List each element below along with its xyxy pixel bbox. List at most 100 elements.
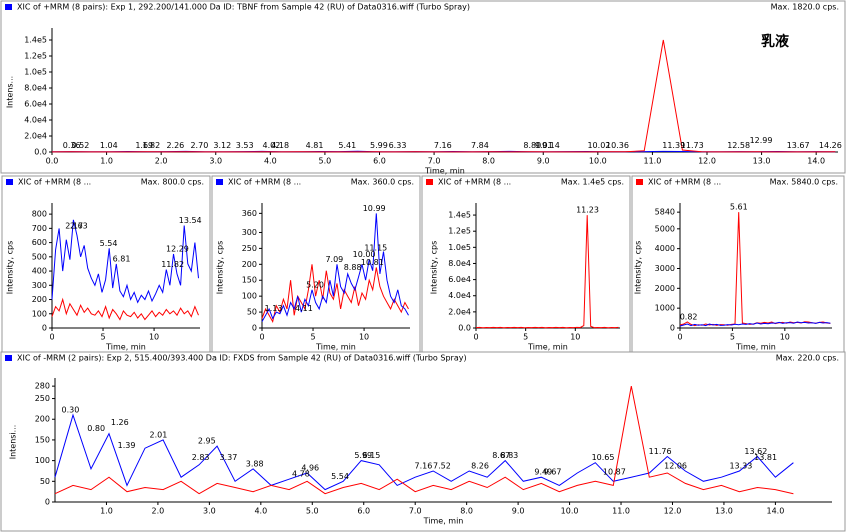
peak-label: 4.81 xyxy=(306,141,324,150)
y-tick-label: 800 xyxy=(32,210,47,219)
y-tick-label: 2000 xyxy=(655,284,675,293)
y-tick-label: 8.0e4 xyxy=(448,259,471,268)
peak-label: 12.06 xyxy=(664,461,687,470)
y-tick-label: 0.0 xyxy=(458,324,471,333)
peak-label: 2.26 xyxy=(166,141,184,150)
y-tick-label: 5840 xyxy=(655,208,675,217)
x-tick-label: 0 xyxy=(473,333,478,342)
peak-label: 11.23 xyxy=(576,206,599,215)
x-tick-label: 10 xyxy=(149,333,159,342)
panel-header: XIC of -MRM (2 pairs): Exp 2, 515.400/39… xyxy=(17,354,467,363)
peak-label: 7.09 xyxy=(325,255,343,264)
y-tick-label: 0 xyxy=(252,324,257,333)
y-axis-label: Intensity, cps xyxy=(634,241,643,295)
peak-label: 1.26 xyxy=(111,418,129,427)
peak-label: 1.82 xyxy=(142,141,160,150)
peak-label: 2.70 xyxy=(190,141,208,150)
y-axis-label: Intensity, cps xyxy=(216,241,225,295)
x-tick-label: 10.0 xyxy=(561,507,579,516)
panel-header: XIC of +MRM (8 ... xyxy=(228,178,301,187)
x-axis-label: Time, min xyxy=(527,343,568,352)
y-tick-label: 200 xyxy=(32,295,47,304)
peak-label: 5.99 xyxy=(354,451,372,460)
y-tick-label: 250 xyxy=(35,394,50,403)
header-marker xyxy=(6,179,13,185)
x-axis-label: Time, min xyxy=(735,343,776,352)
x-tick-label: 0 xyxy=(677,333,682,342)
trace xyxy=(475,215,619,329)
trace xyxy=(54,413,794,491)
x-tick-label: 14.0 xyxy=(807,157,825,166)
max-label: Max. 1.4e5 cps. xyxy=(561,178,624,187)
y-tick-label: 0 xyxy=(670,324,675,333)
peak-label: 0.36 xyxy=(63,141,81,150)
peak-label: 2.01 xyxy=(150,430,168,439)
x-tick-label: 2.0 xyxy=(155,157,168,166)
panel-border xyxy=(0,0,846,174)
peak-label: 4.18 xyxy=(271,141,289,150)
y-tick-label: 100 xyxy=(35,456,50,465)
x-tick-label: 9.0 xyxy=(512,507,525,516)
y-axis-label: Intensity, cps xyxy=(430,241,439,295)
x-tick-label: 7.0 xyxy=(428,157,441,166)
y-tick-label: 6.0e4 xyxy=(24,100,47,109)
annotation: 乳液 xyxy=(761,33,790,50)
header-marker xyxy=(426,179,433,185)
peak-label: 6.81 xyxy=(113,254,131,263)
peak-label: 8.67 xyxy=(492,451,510,460)
peak-label: 3.53 xyxy=(236,141,254,150)
peak-label: 5.20 xyxy=(306,280,324,289)
x-tick-label: 0.0 xyxy=(46,157,59,166)
y-tick-label: 50 xyxy=(40,477,50,486)
y-tick-label: 100 xyxy=(242,292,257,301)
max-label: Max. 5840.0 cps. xyxy=(770,178,838,187)
peak-label: 1.69 xyxy=(135,141,153,150)
peak-label: 0.52 xyxy=(71,141,89,150)
peak-label: 0.30 xyxy=(62,406,80,415)
peak-label: 11.76 xyxy=(649,447,672,456)
max-label: Max. 360.0 cps. xyxy=(351,178,414,187)
x-tick-label: 11.0 xyxy=(612,507,630,516)
trace xyxy=(261,264,409,323)
x-axis-label: Time, min xyxy=(423,517,464,526)
x-tick-label: 1.0 xyxy=(100,507,113,516)
peak-label: 7.52 xyxy=(433,461,451,470)
y-axis-label: Intens... xyxy=(6,76,15,108)
x-tick-label: 13.0 xyxy=(753,157,771,166)
trace xyxy=(54,386,794,495)
panel-border xyxy=(0,351,846,532)
peak-label: 8.83 xyxy=(500,451,518,460)
y-tick-label: 0 xyxy=(45,498,50,507)
y-tick-label: 150 xyxy=(242,276,257,285)
peak-label: 4.96 xyxy=(301,464,319,473)
peak-label: 5.54 xyxy=(331,472,349,481)
peak-label: 3.12 xyxy=(213,141,231,150)
x-tick-label: 10.0 xyxy=(589,157,607,166)
x-tick-label: 5 xyxy=(523,333,528,342)
y-tick-label: 100 xyxy=(32,309,47,318)
peak-label: 2.83 xyxy=(192,453,210,462)
y-tick-label: 700 xyxy=(32,224,47,233)
peak-label: 2.17 xyxy=(65,222,83,231)
peak-label: 12.99 xyxy=(750,136,773,145)
x-axis-label: Time, min xyxy=(315,343,356,352)
peak-label: 1.13 xyxy=(265,304,283,313)
y-tick-label: 50 xyxy=(247,308,257,317)
panel-header: XIC of +MRM (8 ... xyxy=(438,178,511,187)
y-tick-label: 1000 xyxy=(655,304,675,313)
peak-label: 9.14 xyxy=(542,141,560,150)
trace xyxy=(679,321,831,327)
peak-label: 10.87 xyxy=(603,468,626,477)
y-tick-label: 300 xyxy=(242,228,257,237)
x-tick-label: 1.0 xyxy=(100,157,113,166)
panel-header: XIC of +MRM (8 ... xyxy=(18,178,91,187)
y-tick-label: 360 xyxy=(242,209,257,218)
peak-label: 9.49 xyxy=(534,468,552,477)
peak-label: 4.11 xyxy=(295,304,313,313)
y-tick-label: 500 xyxy=(32,252,47,261)
peak-label: 10.36 xyxy=(606,141,629,150)
y-tick-label: 150 xyxy=(35,435,50,444)
peak-label: 0.80 xyxy=(87,424,105,433)
x-tick-label: 4.0 xyxy=(264,157,277,166)
